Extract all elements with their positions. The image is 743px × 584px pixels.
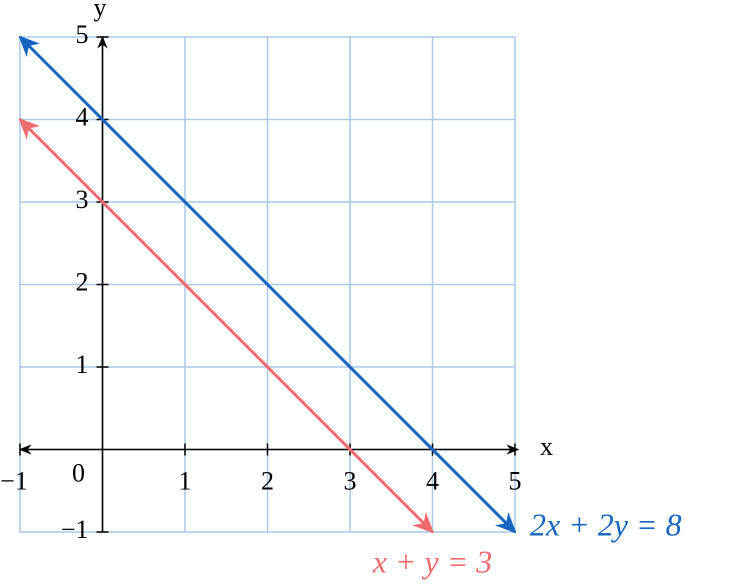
y-tick-label: 5 <box>76 20 89 49</box>
x-tick-label: −1 <box>0 466 28 495</box>
x-tick-label: 3 <box>344 466 357 495</box>
x-tick-label: 5 <box>509 466 522 495</box>
y-axis-label: y <box>94 0 107 22</box>
y-tick-label: 4 <box>76 102 89 131</box>
series-line <box>18 118 434 534</box>
x-tick-label: 1 <box>179 466 192 495</box>
x-tick-label: 2 <box>261 466 274 495</box>
y-tick-label: 3 <box>76 185 89 214</box>
y-tick-label: −1 <box>61 515 89 544</box>
x-axis-label: x <box>540 432 553 461</box>
x-tick-label: 4 <box>426 466 439 495</box>
series-label: 2x + 2y = 8 <box>530 506 682 542</box>
y-tick-label: 2 <box>76 267 89 296</box>
series-label: x + y = 3 <box>372 543 493 579</box>
y-tick-label: 1 <box>76 350 89 379</box>
x-tick-label: 0 <box>72 458 85 487</box>
